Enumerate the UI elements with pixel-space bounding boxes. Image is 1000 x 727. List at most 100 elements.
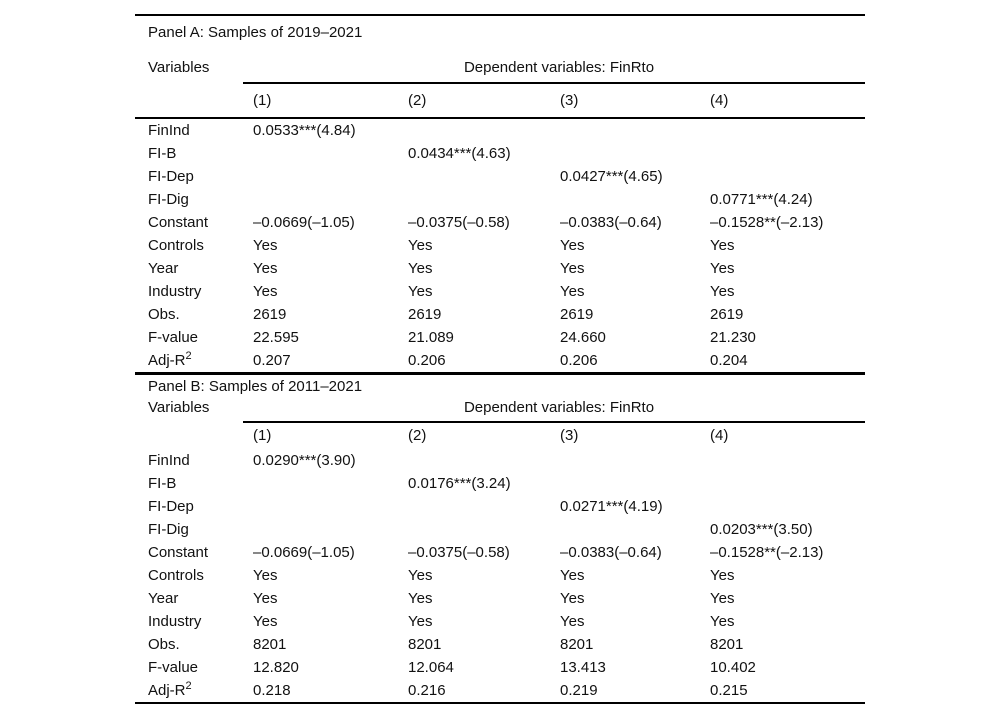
cell-value: Yes <box>408 612 433 630</box>
column-header: (3) <box>560 427 579 444</box>
table-row: Adj-R2 0.207 0.206 0.206 0.204 <box>135 349 865 372</box>
row-label: FinInd <box>135 122 253 139</box>
table-row: Constant –0.0669(–1.05) –0.0375(–0.58) –0.0… <box>135 541 865 564</box>
cell-value: –0.1528**(–2.13) <box>710 214 824 231</box>
row-label: Adj-R2 <box>135 680 253 699</box>
regression-table: Panel A: Samples of 2019–2021 Variables … <box>135 14 865 704</box>
cell-value: 0.0290***(3.90) <box>253 451 356 469</box>
cell-value: 0.0533***(4.84) <box>253 122 356 139</box>
row-label: F-value <box>135 329 253 346</box>
bottom-rule <box>135 701 865 704</box>
panel-b-header-row: Variables Dependent variables: FinRto <box>135 399 865 421</box>
cell-value: Yes <box>710 612 735 630</box>
cell-value: 8201 <box>560 635 594 653</box>
row-label-text: Obs. <box>148 635 180 653</box>
cell-value: 12.064 <box>408 658 454 676</box>
row-label: FI-Dig <box>135 191 253 208</box>
cell-value: 12.820 <box>253 658 299 676</box>
row-label-text: Year <box>148 589 179 607</box>
row-label: Constant <box>135 214 253 231</box>
row-label: Year <box>135 590 253 607</box>
cell-value: Yes <box>253 237 278 254</box>
table-row: Adj-R2 0.218 0.216 0.219 0.215 <box>135 679 865 702</box>
cell-value: Yes <box>560 283 585 300</box>
panel-b-body: FinInd 0.0290***(3.90) FI-B 0.0176***(3.24)… <box>135 449 865 702</box>
table-row: FI-B 0.0434***(4.63) <box>135 142 865 165</box>
row-label: Industry <box>135 613 253 630</box>
row-label-text: Constant <box>148 543 209 561</box>
cell-value: 0.204 <box>710 352 748 369</box>
cell-value: –0.0669(–1.05) <box>253 214 355 231</box>
cell-value: 0.0176***(3.24) <box>408 474 511 492</box>
row-label-text: Year <box>148 260 179 277</box>
cell-value: 0.0203***(3.50) <box>710 520 813 538</box>
cell-value: 0.216 <box>408 681 446 699</box>
panel-a-title: Panel A: Samples of 2019–2021 <box>148 23 363 41</box>
cell-value: 8201 <box>253 635 287 653</box>
cell-value: Yes <box>560 566 585 584</box>
row-label-text: FinInd <box>148 451 190 469</box>
cell-value: Yes <box>710 589 735 607</box>
table-row: Controls Yes Yes Yes Yes <box>135 234 865 257</box>
table-row: Industry Yes Yes Yes Yes <box>135 610 865 633</box>
dependent-variable-header: Dependent variables: FinRto <box>463 398 655 416</box>
variables-header: Variables <box>148 58 210 76</box>
row-label: FI-B <box>135 475 253 492</box>
cell-value: 22.595 <box>253 329 299 346</box>
dependent-variable-underline <box>243 420 865 423</box>
cell-value: Yes <box>710 237 735 254</box>
panel-a-column-numbers: (1) (2) (3) (4) <box>135 84 865 117</box>
row-label-text: Adj-R <box>148 352 186 369</box>
panel-b-title: Panel B: Samples of 2011–2021 <box>148 378 363 395</box>
column-header: (4) <box>710 427 729 444</box>
row-label-text: Industry <box>148 612 202 630</box>
row-label-text: Obs. <box>148 306 180 323</box>
table-row: FI-B 0.0176***(3.24) <box>135 472 865 495</box>
cell-value: 21.230 <box>710 329 756 346</box>
cell-value: –0.0375(–0.58) <box>408 543 510 561</box>
cell-value: Yes <box>560 260 585 277</box>
row-label-text: Controls <box>148 237 204 254</box>
table-row: FI-Dig 0.0771***(4.24) <box>135 188 865 211</box>
table-row: FinInd 0.0290***(3.90) <box>135 449 865 472</box>
column-header: (2) <box>408 91 427 109</box>
cell-value: 8201 <box>710 635 744 653</box>
row-label-text: Adj-R <box>148 681 186 699</box>
cell-value: 0.215 <box>710 681 748 699</box>
panel-a-header-rule <box>135 116 865 119</box>
row-label: FI-B <box>135 145 253 162</box>
cell-value: 2619 <box>560 306 594 323</box>
row-label-text: FI-B <box>148 474 177 492</box>
top-rule <box>135 14 865 16</box>
table-row: Year Yes Yes Yes Yes <box>135 587 865 610</box>
table-row: Controls Yes Yes Yes Yes <box>135 564 865 587</box>
column-header: (2) <box>408 427 427 444</box>
cell-value: –0.0383(–0.64) <box>560 214 662 231</box>
panel-a-body: FinInd 0.0533***(4.84) FI-B 0.0434***(4.63)… <box>135 119 865 372</box>
table-row: Constant –0.0669(–1.05) –0.0375(–0.58) –0.0… <box>135 211 865 234</box>
cell-value: 24.660 <box>560 329 606 346</box>
cell-value: Yes <box>253 612 278 630</box>
cell-value: 0.218 <box>253 681 291 699</box>
column-header: (4) <box>710 91 729 109</box>
row-label: FI-Dep <box>135 168 253 185</box>
cell-value: Yes <box>408 260 433 277</box>
row-label: Industry <box>135 283 253 300</box>
column-header: (1) <box>253 91 272 109</box>
cell-value: 0.0271***(4.19) <box>560 497 663 515</box>
table-row: Obs. 2619 2619 2619 2619 <box>135 303 865 326</box>
cell-value: 0.207 <box>253 352 291 369</box>
row-label-text: Controls <box>148 566 204 584</box>
cell-value: Yes <box>408 589 433 607</box>
panel-b-column-numbers: (1) (2) (3) (4) <box>135 423 865 449</box>
cell-value: 13.413 <box>560 658 606 676</box>
row-label: FinInd <box>135 452 253 469</box>
cell-value: Yes <box>408 237 433 254</box>
row-label: Controls <box>135 567 253 584</box>
row-label-text: FI-Dep <box>148 497 194 515</box>
cell-value: 0.206 <box>408 352 446 369</box>
row-label-text: FI-Dig <box>148 191 189 208</box>
panel-a-header-row: Variables Dependent variables: FinRto <box>135 49 865 82</box>
variables-header: Variables <box>148 398 210 416</box>
cell-value: Yes <box>253 283 278 300</box>
